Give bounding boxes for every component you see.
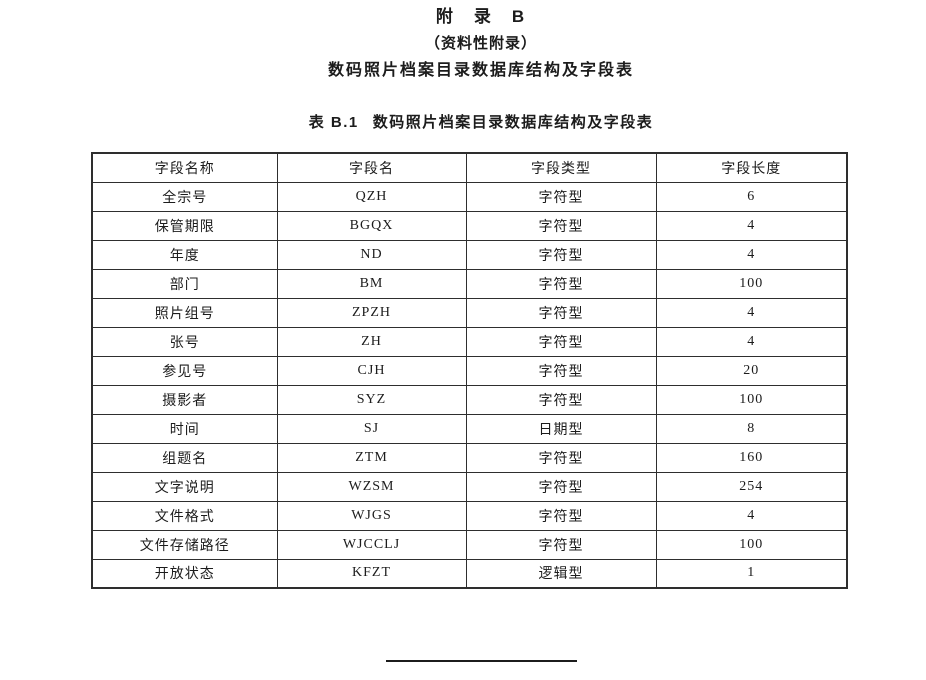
table-cell: 8 bbox=[655, 413, 848, 444]
table-cell: 字符型 bbox=[465, 210, 657, 241]
table-cell: 254 bbox=[655, 471, 848, 502]
table-row: 摄影者 SYZ 字符型 100 bbox=[91, 384, 848, 415]
table-cell: 日期型 bbox=[465, 413, 657, 444]
table-cell: 字符型 bbox=[465, 268, 657, 299]
column-header-field-title: 字段名称 bbox=[91, 152, 278, 183]
table-cell: 20 bbox=[655, 355, 848, 386]
table-cell: 100 bbox=[655, 529, 848, 560]
table-cell: WZSM bbox=[276, 471, 467, 502]
table-cell: ZPZH bbox=[276, 297, 467, 328]
table-cell: 摄影者 bbox=[91, 384, 278, 415]
appendix-heading-block: 附 录 B （资料性附录） 数码照片档案目录数据库结构及字段表 bbox=[0, 0, 926, 80]
table-cell: 参见号 bbox=[91, 355, 278, 386]
column-header-field-type: 字段类型 bbox=[465, 152, 657, 183]
table-caption-text: 数码照片档案目录数据库结构及字段表 bbox=[372, 114, 654, 131]
table-row: 文字说明 WZSM 字符型 254 bbox=[91, 471, 848, 502]
table-cell: BGQX bbox=[276, 210, 467, 241]
table-cell: 文件存储路径 bbox=[91, 529, 278, 560]
table-cell: 字符型 bbox=[465, 297, 657, 328]
table-cell: SYZ bbox=[276, 384, 467, 415]
table-row: 全宗号 QZH 字符型 6 bbox=[91, 181, 848, 212]
table-cell: CJH bbox=[276, 355, 467, 386]
table-cell: 字符型 bbox=[465, 500, 657, 531]
table-cell: QZH bbox=[276, 181, 467, 212]
table-cell: 160 bbox=[655, 442, 848, 473]
table-cell: 时间 bbox=[91, 413, 278, 444]
table-row: 文件格式 WJGS 字符型 4 bbox=[91, 500, 848, 531]
table-row: 年度 ND 字符型 4 bbox=[91, 239, 848, 270]
table-cell: 照片组号 bbox=[91, 297, 278, 328]
table-cell: 组题名 bbox=[91, 442, 278, 473]
appendix-title: 附 录 B bbox=[435, 7, 527, 26]
table-cell: 字符型 bbox=[465, 471, 657, 502]
table-row: 文件存储路径 WJCCLJ 字符型 100 bbox=[91, 529, 848, 560]
table-row: 张号 ZH 字符型 4 bbox=[91, 326, 848, 357]
table-cell: 部门 bbox=[91, 268, 278, 299]
table-row: 开放状态 KFZT 逻辑型 1 bbox=[91, 558, 848, 589]
table-cell: 4 bbox=[655, 210, 848, 241]
table-caption: 表 B.1 数码照片档案目录数据库结构及字段表 bbox=[0, 113, 926, 132]
table-cell: 4 bbox=[655, 326, 848, 357]
table-cell: 逻辑型 bbox=[465, 558, 657, 589]
table-cell: ND bbox=[276, 239, 467, 270]
table-cell: 文字说明 bbox=[91, 471, 278, 502]
table-cell: 字符型 bbox=[465, 355, 657, 386]
table-cell: 4 bbox=[655, 239, 848, 270]
table-row: 时间 SJ 日期型 8 bbox=[91, 413, 848, 444]
table-cell: ZTM bbox=[276, 442, 467, 473]
table-cell: 开放状态 bbox=[91, 558, 278, 589]
footer-rule bbox=[386, 660, 577, 662]
table-cell: 字符型 bbox=[465, 239, 657, 270]
table-cell: WJCCLJ bbox=[276, 529, 467, 560]
table-cell: 字符型 bbox=[465, 326, 657, 357]
table-caption-number: 表 B.1 bbox=[308, 114, 359, 131]
table-cell: 字符型 bbox=[465, 529, 657, 560]
table-cell: 4 bbox=[655, 297, 848, 328]
table-cell: ZH bbox=[276, 326, 467, 357]
table-row: 部门 BM 字符型 100 bbox=[91, 268, 848, 299]
column-header-field-length: 字段长度 bbox=[655, 152, 848, 183]
table-cell: SJ bbox=[276, 413, 467, 444]
table-body: 全宗号 QZH 字符型 6 保管期限 BGQX 字符型 4 年度 ND 字符型 4 部门 BM 字符型 100… bbox=[91, 181, 848, 589]
table-cell: KFZT bbox=[276, 558, 467, 589]
table-row: 组题名 ZTM 字符型 160 bbox=[91, 442, 848, 473]
column-header-field-name: 字段名 bbox=[276, 152, 467, 183]
table-cell: 张号 bbox=[91, 326, 278, 357]
table-cell: 字符型 bbox=[465, 442, 657, 473]
table-cell: 文件格式 bbox=[91, 500, 278, 531]
table-cell: BM bbox=[276, 268, 467, 299]
table-cell: 年度 bbox=[91, 239, 278, 270]
table-cell: 4 bbox=[655, 500, 848, 531]
table-cell: 100 bbox=[655, 268, 848, 299]
table-row: 照片组号 ZPZH 字符型 4 bbox=[91, 297, 848, 328]
appendix-type-label: （资料性附录） bbox=[424, 35, 537, 52]
table-cell: 字符型 bbox=[465, 181, 657, 212]
table-cell: 全宗号 bbox=[91, 181, 278, 212]
table-cell: 字符型 bbox=[465, 384, 657, 415]
table-header-row: 字段名称 字段名 字段类型 字段长度 bbox=[91, 152, 848, 183]
appendix-subject-title: 数码照片档案目录数据库结构及字段表 bbox=[327, 62, 634, 79]
table-row: 参见号 CJH 字符型 20 bbox=[91, 355, 848, 386]
table-cell: WJGS bbox=[276, 500, 467, 531]
table-cell: 保管期限 bbox=[91, 210, 278, 241]
table-cell: 6 bbox=[655, 181, 848, 212]
table-row: 保管期限 BGQX 字符型 4 bbox=[91, 210, 848, 241]
table-cell: 1 bbox=[655, 558, 848, 589]
table-cell: 100 bbox=[655, 384, 848, 415]
field-definition-table: 字段名称 字段名 字段类型 字段长度 全宗号 QZH 字符型 6 保管期限 BGQX 字符型… bbox=[91, 152, 848, 589]
